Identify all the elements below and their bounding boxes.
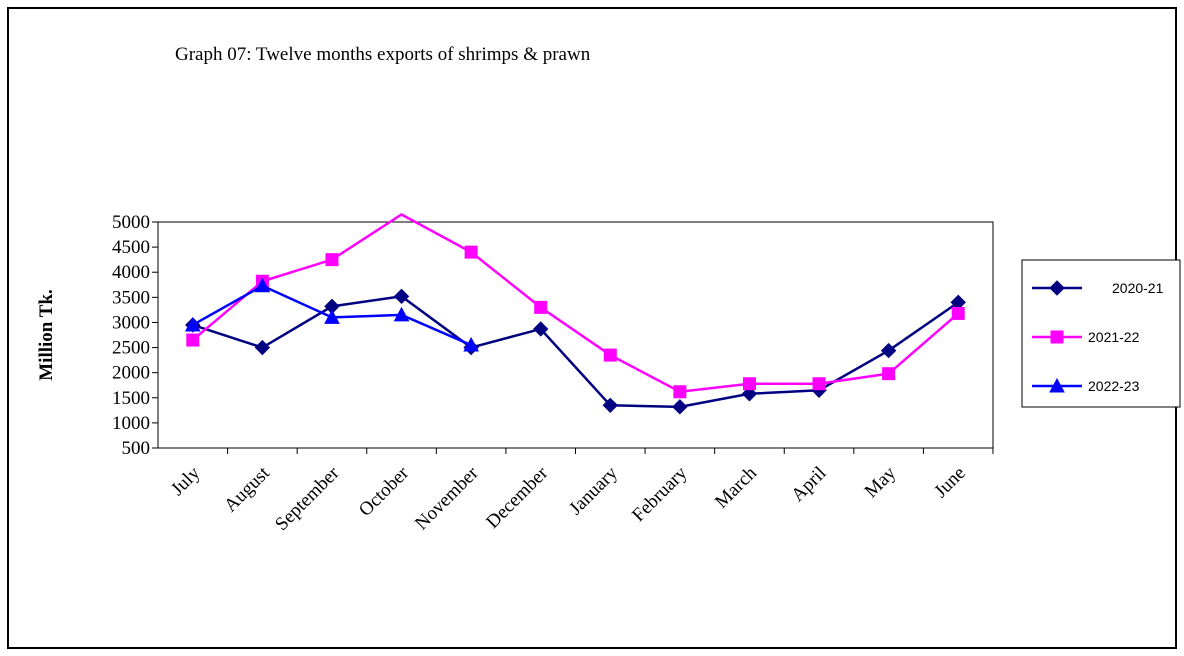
marker [533, 321, 549, 337]
marker [880, 342, 897, 359]
legend-label: 2020-21 [1112, 280, 1164, 296]
y-tick-label: 1000 [112, 413, 150, 434]
y-tick-label: 500 [122, 438, 151, 459]
y-axis-label: Million Tk. [36, 289, 57, 381]
marker [254, 277, 271, 293]
marker [603, 348, 617, 362]
frame [7, 7, 1177, 649]
marker [393, 306, 410, 322]
marker [324, 309, 340, 324]
y-tick-label: 5000 [112, 212, 150, 233]
marker [534, 300, 548, 314]
marker [812, 377, 826, 391]
marker [882, 367, 896, 381]
y-tick-label: 2500 [112, 338, 150, 359]
marker [741, 386, 758, 402]
y-tick-label: 4500 [112, 237, 150, 258]
marker [186, 333, 200, 347]
marker [1049, 280, 1065, 296]
y-tick-label: 2000 [112, 363, 150, 384]
marker [951, 306, 965, 320]
y-tick-label: 3000 [112, 312, 150, 333]
marker [672, 399, 688, 415]
marker [1050, 330, 1064, 344]
chart-title: Graph 07: Twelve months exports of shrim… [175, 44, 591, 65]
marker [1049, 377, 1065, 393]
legend-label: 2022-23 [1088, 378, 1140, 394]
marker [602, 397, 618, 414]
legend-label: 2021-22 [1088, 329, 1140, 345]
marker [463, 336, 479, 352]
y-tick-label: 3500 [112, 287, 150, 308]
y-tick-label: 4000 [112, 262, 150, 283]
y-tick-label: 1500 [112, 388, 150, 409]
marker [742, 377, 756, 391]
legend [1021, 259, 1181, 408]
marker [464, 245, 478, 259]
marker [325, 253, 339, 267]
marker [254, 339, 271, 356]
series-line [191, 213, 960, 394]
marker [184, 316, 201, 332]
marker [393, 288, 410, 305]
marker [673, 385, 687, 399]
